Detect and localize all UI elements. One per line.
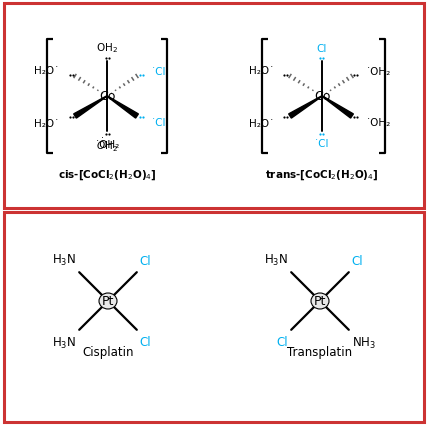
Text: ˙OH₂: ˙OH₂	[95, 140, 119, 150]
Ellipse shape	[99, 294, 117, 309]
Polygon shape	[288, 97, 322, 119]
Text: Pt: Pt	[102, 295, 114, 308]
Text: ˙Cl: ˙Cl	[314, 139, 330, 149]
Text: H₂O˙: H₂O˙	[34, 66, 59, 76]
Text: Co: Co	[99, 90, 115, 103]
Bar	[4, 4, 424, 208]
Ellipse shape	[311, 294, 329, 309]
Text: H$_3$N: H$_3$N	[52, 253, 76, 268]
Text: Cl: Cl	[276, 335, 288, 348]
Polygon shape	[74, 97, 107, 119]
Text: H₂O˙: H₂O˙	[249, 66, 274, 76]
Bar	[4, 213, 424, 422]
Text: Cisplatin: Cisplatin	[82, 345, 134, 358]
Text: H₂O˙: H₂O˙	[249, 119, 274, 129]
Text: H$_3$N: H$_3$N	[264, 253, 288, 268]
Text: trans-[CoCl$_2$(H$_2$O)$_4$]: trans-[CoCl$_2$(H$_2$O)$_4$]	[265, 168, 379, 181]
Text: $\.{O}$H$_2$: $\.{O}$H$_2$	[96, 136, 118, 153]
Text: H₂O˙: H₂O˙	[34, 119, 59, 129]
Text: Cl: Cl	[140, 335, 152, 348]
Text: Pt: Pt	[314, 295, 326, 308]
Text: NH$_3$: NH$_3$	[352, 335, 376, 350]
Polygon shape	[107, 97, 138, 119]
Text: Cl: Cl	[317, 44, 327, 54]
Text: Cl: Cl	[352, 255, 363, 268]
Text: Co: Co	[314, 90, 330, 103]
Text: ˙OH₂: ˙OH₂	[366, 118, 391, 128]
Text: ˙Cl: ˙Cl	[151, 118, 166, 128]
Polygon shape	[322, 97, 354, 119]
Text: Cl: Cl	[140, 255, 152, 268]
Text: Transplatin: Transplatin	[288, 345, 353, 358]
Text: ˙OH₂: ˙OH₂	[366, 67, 391, 77]
Text: ˙Cl: ˙Cl	[151, 67, 166, 77]
Text: H$_3$N: H$_3$N	[52, 335, 76, 350]
Text: OH$_2$: OH$_2$	[96, 41, 118, 55]
Text: cis-[CoCl$_2$(H$_2$O)$_4$]: cis-[CoCl$_2$(H$_2$O)$_4$]	[58, 168, 156, 181]
